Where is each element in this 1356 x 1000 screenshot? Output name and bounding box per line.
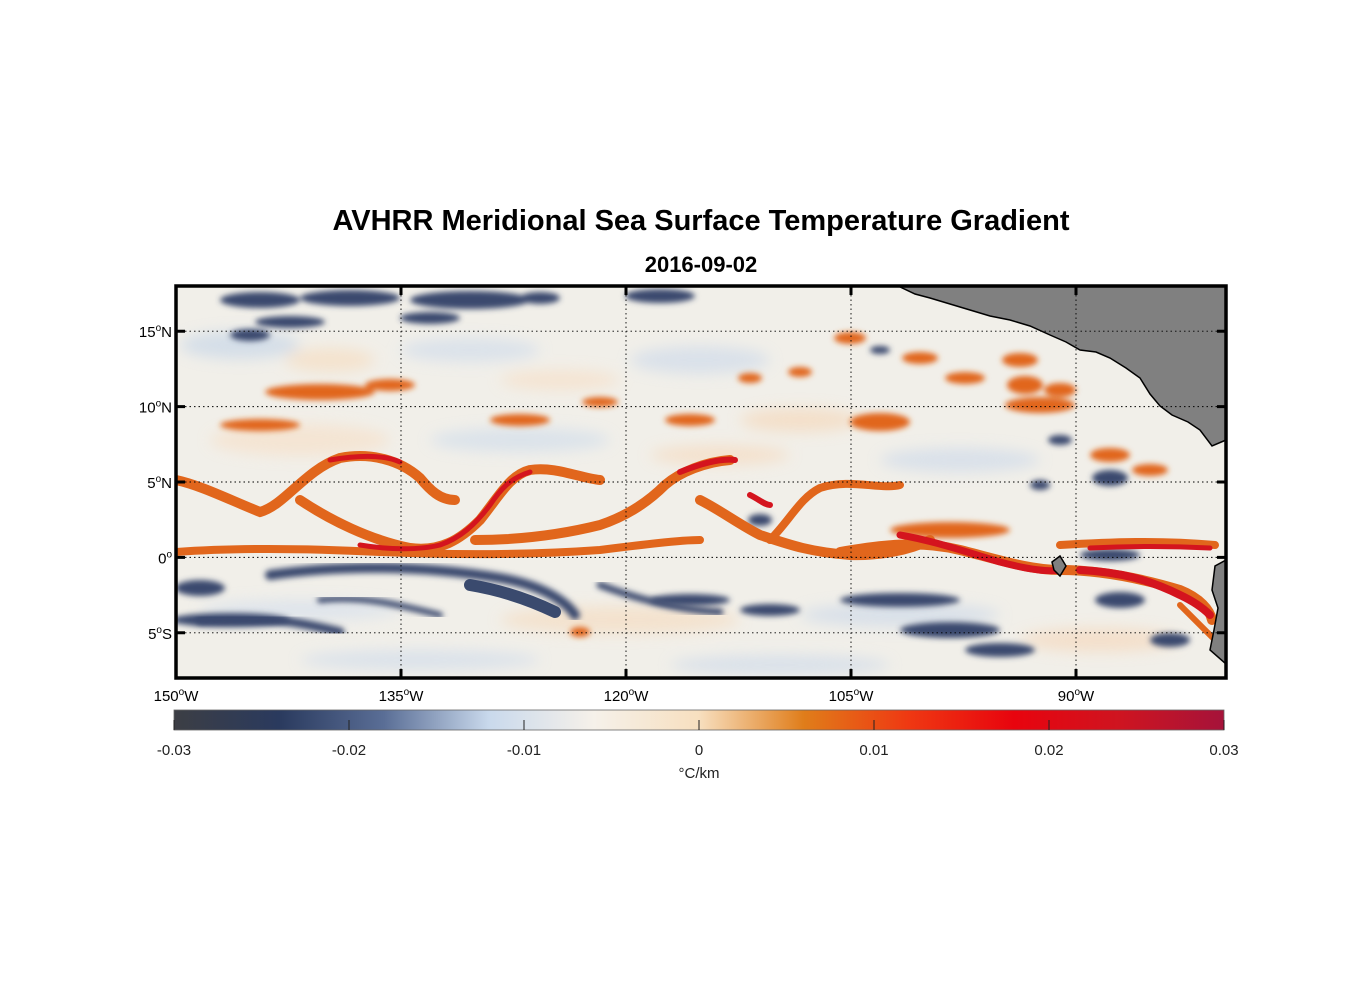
lat-label: 10oN bbox=[139, 399, 172, 417]
lat-label-hemisphere: N bbox=[161, 400, 172, 417]
sst-texture bbox=[180, 331, 1180, 675]
lat-label-degree: o bbox=[156, 323, 162, 334]
lon-label-degree: o bbox=[179, 687, 185, 698]
lat-label-degree: o bbox=[156, 625, 162, 636]
lat-label-degree: o bbox=[156, 474, 162, 485]
lat-label: 5oN bbox=[147, 474, 172, 492]
central-america-land bbox=[897, 286, 1226, 447]
colorbar-tick-label: 0 bbox=[695, 742, 703, 759]
south-cold-band bbox=[195, 562, 724, 637]
colorbar-tick-label: 0.02 bbox=[1034, 742, 1063, 759]
lat-label: 0o bbox=[158, 549, 172, 567]
lat-label-hemisphere: N bbox=[161, 324, 172, 341]
warm-gradient-patches bbox=[220, 332, 1168, 637]
lon-label-hemisphere: W bbox=[184, 688, 199, 705]
lon-label: 150oW bbox=[154, 687, 200, 705]
south-america-land bbox=[1209, 559, 1226, 665]
colorbar-tick-label: 0.01 bbox=[859, 742, 888, 759]
lat-label-degree: o bbox=[156, 399, 162, 410]
lat-label-hemisphere: S bbox=[162, 626, 172, 643]
figure-date: 2016-09-02 bbox=[644, 252, 758, 277]
lon-label-degree: o bbox=[1074, 687, 1080, 698]
lat-label-number: 5 bbox=[147, 475, 155, 492]
lon-label: 135oW bbox=[379, 687, 425, 705]
lat-label-number: 5 bbox=[148, 626, 156, 643]
colorbar-tick-label: 0.03 bbox=[1209, 742, 1238, 759]
lat-label-degree: o bbox=[166, 549, 172, 560]
colorbar-ticks bbox=[173, 720, 1225, 730]
lon-label: 120oW bbox=[604, 687, 650, 705]
colorbar-tick-label: -0.03 bbox=[157, 742, 191, 759]
colorbar-tick-label: -0.01 bbox=[507, 742, 541, 759]
lon-label-number: 120 bbox=[604, 688, 629, 705]
lat-label: 5oS bbox=[148, 625, 172, 643]
colorbar-tick-labels: -0.03 -0.02 -0.01 0 0.01 0.02 0.03 bbox=[157, 742, 1239, 759]
lon-label-degree: o bbox=[629, 687, 635, 698]
longitude-labels: 150oW 135oW 120oW 105oW 90oW bbox=[154, 687, 1095, 705]
lon-label-hemisphere: W bbox=[1080, 688, 1095, 705]
colorbar-tick-label: -0.02 bbox=[332, 742, 366, 759]
lat-label-number: 15 bbox=[139, 324, 156, 341]
map-field bbox=[176, 286, 1226, 678]
lon-label-hemisphere: W bbox=[634, 688, 649, 705]
lat-label-number: 10 bbox=[139, 400, 156, 417]
lon-label-number: 150 bbox=[154, 688, 179, 705]
colorbar-unit-label: °C/km bbox=[679, 765, 720, 782]
lon-label: 90oW bbox=[1058, 687, 1095, 705]
lat-label-hemisphere: N bbox=[161, 475, 172, 492]
lon-label-number: 90 bbox=[1058, 688, 1075, 705]
axis-ticks bbox=[174, 286, 1226, 678]
land-masses bbox=[897, 286, 1226, 665]
lon-label-degree: o bbox=[854, 687, 860, 698]
lon-label-degree: o bbox=[404, 687, 410, 698]
lon-label-hemisphere: W bbox=[409, 688, 424, 705]
lon-label: 105oW bbox=[829, 687, 875, 705]
lat-label: 15oN bbox=[139, 323, 172, 341]
lon-label-number: 135 bbox=[379, 688, 404, 705]
hot-front-lines bbox=[327, 453, 1214, 619]
lat-label-number: 0 bbox=[158, 550, 166, 567]
lon-label-number: 105 bbox=[829, 688, 854, 705]
lon-label-hemisphere: W bbox=[859, 688, 874, 705]
figure-title: AVHRR Meridional Sea Surface Temperature… bbox=[332, 205, 1070, 237]
